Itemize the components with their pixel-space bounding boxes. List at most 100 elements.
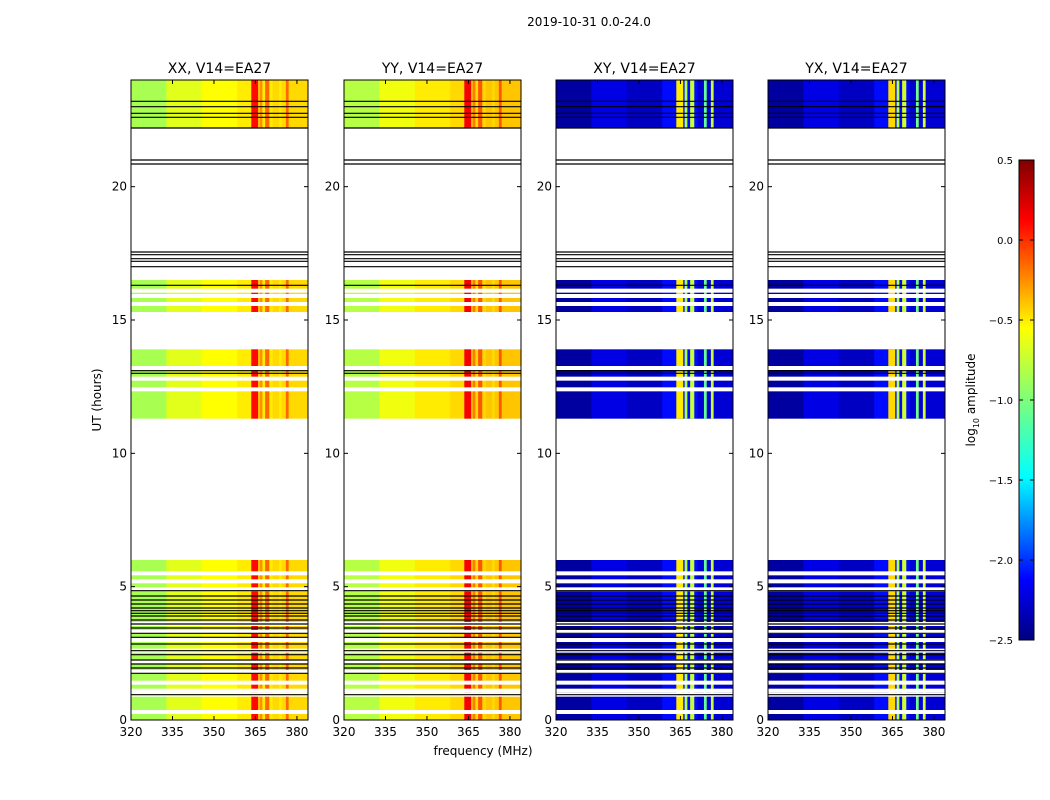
flagged-gap [556,680,733,685]
flagged-gap [344,294,521,298]
rfi-channel [902,80,907,128]
flagged-gap [131,638,308,642]
panel-title: YY, V14=EA27 [381,61,483,77]
y-tick-label: 20 [749,180,764,194]
colorbar-tick-label: 0.0 [997,236,1013,247]
panel-frame [343,79,522,721]
heatmap-cell [272,80,309,128]
y-tick-label: 5 [756,580,764,594]
flagged-gap [131,387,308,392]
flagged-gap [131,670,308,674]
rfi-channel [251,349,259,419]
x-tick-label: 320 [333,725,356,739]
rfi-channel [498,80,502,128]
y-tick-label: 0 [756,713,764,727]
rfi-channel [265,80,270,128]
flagged-gap [556,288,733,293]
y-tick-label: 15 [112,313,127,327]
heatmap-cell [909,80,946,128]
heatmap-cell [909,349,946,419]
x-tick-label: 380 [710,725,733,739]
heatmap-cell [344,349,380,419]
heatmap-cell [344,80,380,128]
y-tick-label: 15 [749,313,764,327]
heatmap-cell [768,80,804,128]
x-axis-label: frequency (MHz) [433,744,532,758]
heatmap-cell [201,80,238,128]
flagged-gap [344,710,521,714]
flagged-gap [768,587,945,592]
y-tick-label: 5 [544,580,552,594]
rfi-channel [478,80,483,128]
heatmap-cell [379,80,416,128]
rfi-channel [703,349,707,419]
y-tick-label: 10 [325,446,340,460]
y-tick-label: 0 [119,713,127,727]
heatmap-cell [556,349,592,419]
flagged-gap [344,387,521,392]
x-tick-label: 320 [757,725,780,739]
rfi-channel [922,349,926,419]
x-tick-label: 365 [669,725,692,739]
panels-group: XX, V14=EA27 320 335 350 365 380 0 5 10 15 20 YY, V… [112,61,946,739]
flagged-gap [556,579,733,584]
flagged-gap [344,680,521,685]
flagged-gap [344,302,521,306]
flagged-gap [556,294,733,298]
heatmap-cell [697,80,734,128]
flagged-gap [768,376,945,381]
panel-title: XX, V14=EA27 [168,61,271,77]
rfi-channel [285,349,289,419]
colorbar-tick-label: −1.5 [989,476,1013,487]
x-tick-label: 335 [374,725,397,739]
rfi-channel [690,80,695,128]
x-tick-label: 380 [498,725,521,739]
x-tick-label: 335 [586,725,609,739]
y-tick-label: 10 [749,446,764,460]
rfi-channel [888,80,896,128]
rfi-channel [472,349,476,419]
heatmap-cell [485,349,522,419]
flagged-gap [344,587,521,592]
panel-1: XX, V14=EA27 320 335 350 365 380 0 5 10 15 20 [112,61,309,739]
flagged-gap [768,294,945,298]
rfi-channel [259,349,263,419]
colorbar: 0.5 0.0 −0.5 −1.0 −1.5 −2.0 −2.5 log10 amplitu… [964,156,1035,647]
flagged-gap [131,587,308,592]
heatmap-cell [626,349,663,419]
flagged-gap [131,294,308,298]
y-tick-label: 20 [537,180,552,194]
flagged-gap [556,688,733,693]
x-tick-label: 380 [922,725,945,739]
rfi-channel [278,349,282,419]
x-tick-label: 365 [244,725,267,739]
heatmap-cell [591,80,628,128]
y-tick-label: 0 [332,713,340,727]
flagged-gap [768,366,945,370]
flagged-gap [344,630,521,634]
panel-3: XY, V14=EA27 320 335 350 365 380 0 5 10 15 20 [537,61,734,739]
flagged-gap [131,302,308,306]
x-tick-label: 350 [840,725,863,739]
flagged-gap [131,688,308,693]
panel-title: YX, V14=EA27 [804,61,907,77]
flagged-gap [131,579,308,584]
y-tick-label: 5 [119,580,127,594]
rfi-channel [915,349,919,419]
rfi-channel [676,80,684,128]
colorbar-tick-label: −0.5 [989,316,1013,327]
rfi-channel [285,80,289,128]
heatmap-cell [485,80,522,128]
flagged-gap [131,366,308,370]
x-tick-label: 350 [203,725,226,739]
rfi-channel [888,349,896,419]
rfi-channel [684,349,688,419]
heatmap-cell [803,80,840,128]
rfi-channel [902,349,907,419]
rfi-channel [478,349,483,419]
rfi-channel [896,349,900,419]
panel-4: YX, V14=EA27 320 335 350 365 380 0 5 10 15 20 [749,61,946,739]
flagged-gap [131,710,308,714]
heatmap-cell [838,349,875,419]
heatmap-cell [414,80,451,128]
